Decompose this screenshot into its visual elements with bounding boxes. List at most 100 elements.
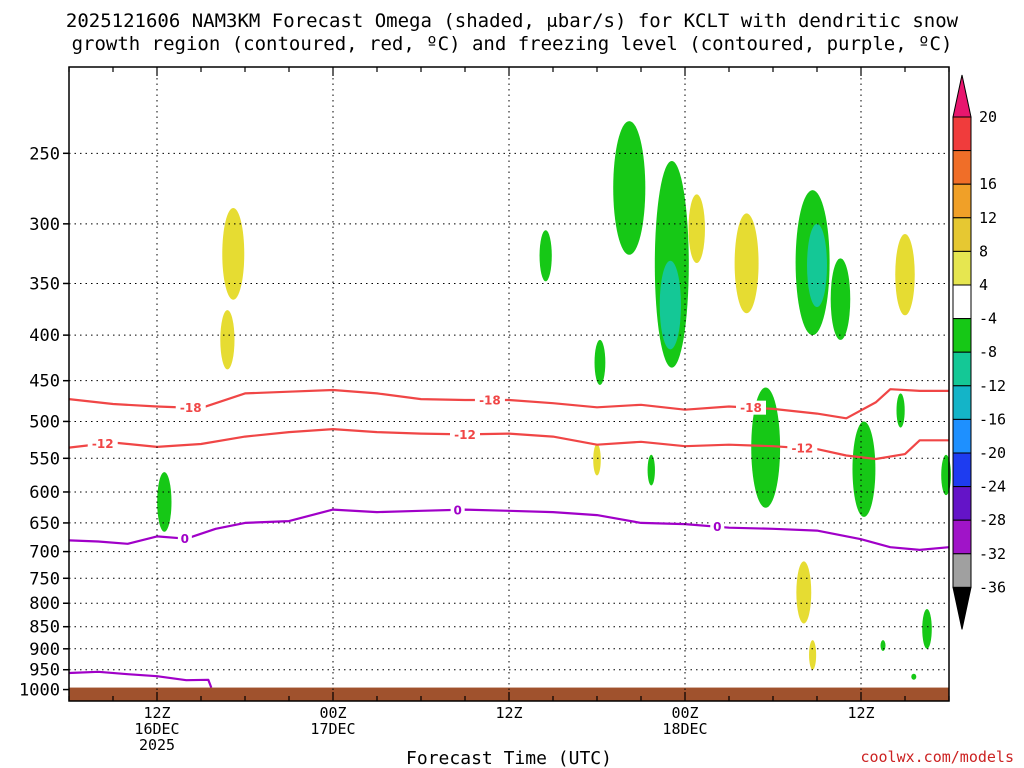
colorbar-box — [952, 250, 972, 286]
y-tick-label-850: 850 — [29, 618, 60, 638]
contour-4 — [68, 670, 213, 688]
omega-region-1 — [222, 208, 245, 300]
contour-label-bg — [787, 441, 818, 456]
y-tick-label-800: 800 — [29, 594, 60, 614]
contour-label-bg — [175, 400, 206, 415]
x-tick-label: 12Z — [495, 704, 522, 722]
chart-title-line-2: growth region (contoured, red, ºC) and f… — [71, 33, 953, 55]
contour-label-bg — [177, 531, 192, 546]
x-tick-label: 12Z — [143, 704, 170, 722]
colorbar-top-arrow — [952, 74, 972, 118]
colorbar-label: -4 — [979, 310, 997, 328]
colorbar-box — [952, 217, 972, 252]
y-tick-label-950: 950 — [29, 661, 60, 681]
contour-label: -12 — [454, 428, 476, 442]
omega-region-10 — [734, 213, 759, 314]
contour-label-bg — [450, 427, 480, 442]
colorbar-box — [952, 553, 972, 588]
colorbar-box — [952, 183, 972, 219]
contour-label-bg — [474, 392, 505, 407]
omega-region-20 — [922, 609, 932, 649]
omega-region-9 — [688, 194, 705, 264]
colorbar-label: -16 — [979, 410, 1006, 428]
x-axis-label: Forecast Time (UTC) — [406, 748, 612, 768]
omega-region-19 — [895, 234, 915, 316]
contour-label: -18 — [180, 401, 202, 415]
colorbar-label: -20 — [979, 444, 1006, 462]
x-tick-label: 16DEC — [134, 720, 179, 738]
chart-title-line-1: 2025121606 NAM3KM Forecast Omega (shaded… — [65, 10, 959, 32]
y-tick-label-450: 450 — [29, 372, 60, 392]
omega-region-22 — [647, 454, 655, 486]
colorbar-box — [952, 318, 972, 353]
contour-label: 0 — [181, 532, 189, 546]
x-tick-label: 17DEC — [310, 720, 355, 738]
colorbar-label: -32 — [979, 545, 1006, 563]
omega-region-15 — [852, 421, 876, 517]
y-tick-label-400: 400 — [29, 326, 60, 346]
colorbar-label: 16 — [979, 175, 997, 193]
omega-region-17 — [809, 640, 817, 670]
x-tick-label: 12Z — [847, 704, 874, 722]
colorbar-label: -12 — [979, 377, 1006, 395]
omega-region-2 — [220, 310, 235, 370]
colorbar-box — [952, 486, 972, 521]
omega-region-23 — [593, 443, 601, 476]
omega-region-11 — [751, 387, 781, 508]
colorbar-box — [952, 284, 972, 320]
x-tick-label: 2025 — [139, 736, 175, 754]
y-tick-label-700: 700 — [29, 543, 60, 563]
contour-2 — [68, 428, 949, 461]
omega-region-13 — [807, 223, 827, 308]
omega-region-25 — [911, 673, 917, 680]
plot-frame — [68, 66, 950, 702]
colorbar-label: 12 — [979, 209, 997, 227]
omega-shading-layer — [157, 121, 951, 680]
colorbar-box — [952, 418, 972, 454]
contour-label-bg — [710, 519, 725, 534]
colorbar-box — [952, 351, 972, 387]
y-tick-label-550: 550 — [29, 449, 60, 469]
contour-label: -12 — [791, 442, 813, 456]
y-tick-label-300: 300 — [29, 215, 60, 235]
colorbar-label: -24 — [979, 478, 1006, 496]
colorbar-box — [952, 385, 972, 420]
colorbar-label: -8 — [979, 343, 997, 361]
omega-region-24 — [880, 640, 886, 651]
omega-region-14 — [830, 258, 851, 340]
omega-region-18 — [896, 393, 905, 428]
colorbar-bottom-arrow — [952, 586, 972, 630]
colorbar-label: 8 — [979, 242, 988, 260]
x-tick-label: 00Z — [671, 704, 698, 722]
y-tick-label-350: 350 — [29, 274, 60, 294]
colorbar-box — [952, 116, 972, 152]
omega-region-3 — [157, 472, 172, 532]
x-tick-label: 18DEC — [662, 720, 707, 738]
contour-label-bg — [450, 502, 465, 517]
y-tick-label-1000: 1000 — [19, 681, 60, 701]
colorbar: 20 16 12 8 4 -4 -8 -12 -16 -20 -24 -28 -32 -36 — [952, 74, 1006, 630]
colorbar-label: 20 — [979, 108, 997, 126]
y-tick-label-650: 650 — [29, 514, 60, 534]
x-tick-label: 00Z — [319, 704, 346, 722]
omega-region-16 — [796, 561, 812, 624]
y-tick-label-750: 750 — [29, 569, 60, 589]
contour-label-bg — [736, 400, 766, 415]
omega-region-8 — [659, 260, 681, 350]
colorbar-box — [952, 452, 972, 488]
contour-label: 0 — [713, 520, 721, 534]
y-tick-label-500: 500 — [29, 412, 60, 432]
colorbar-label: -36 — [979, 578, 1006, 596]
source-credit: coolwx.com/models — [860, 748, 1014, 766]
colorbar-box — [952, 519, 972, 555]
contour-1 — [68, 388, 949, 420]
omega-region-6 — [613, 121, 646, 255]
colorbar-box — [952, 150, 972, 185]
contour-label: 0 — [453, 503, 461, 517]
contour-label: -12 — [92, 437, 114, 451]
contour-label: -18 — [740, 401, 762, 415]
y-axis: 2503003504004505005506006507007508008509… — [19, 144, 69, 701]
y-tick-label-900: 900 — [29, 640, 60, 660]
